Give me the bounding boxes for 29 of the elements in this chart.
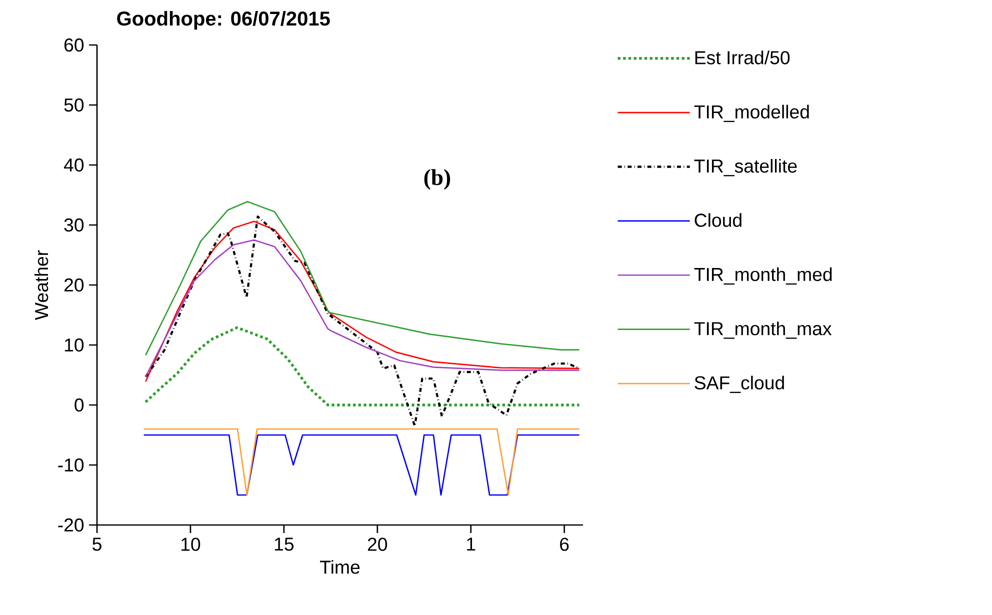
legend-label: SAF_cloud — [694, 376, 784, 393]
y-tick-label: 60 — [64, 38, 84, 52]
annotation: (b) — [424, 169, 450, 190]
x-tick-label: 6 — [560, 538, 569, 551]
line-series — [144, 216, 580, 428]
line-series — [144, 200, 580, 356]
y-tick-label: 50 — [64, 98, 84, 112]
legend-label: TIR_month_max — [694, 322, 832, 339]
legend-label: Est Irrad/50 — [695, 50, 790, 64]
legend-label: TIR_month_med — [694, 267, 832, 285]
y-tick-label: 20 — [64, 278, 84, 292]
x-tick-label: 15 — [274, 538, 294, 551]
x-tick-label: 20 — [368, 538, 388, 551]
x-tick-label: 1 — [467, 538, 476, 551]
legend-label: TIR_satellite — [694, 158, 797, 176]
line-series — [144, 326, 581, 406]
y-tick-label: -20 — [58, 518, 84, 532]
y-tick-label: 0 — [74, 398, 84, 412]
y-tick-label: 30 — [64, 218, 84, 232]
y-tick-label: 40 — [64, 158, 84, 172]
legend-label: Cloud — [694, 213, 742, 227]
legend-label: TIR_modelled — [694, 104, 809, 122]
x-tick-label: 10 — [182, 538, 200, 551]
x-axis-title: Time — [320, 560, 360, 574]
y-tick-label: 10 — [64, 338, 84, 352]
y-axis-title: Weather — [34, 250, 48, 320]
x-tick-label: 5 — [92, 538, 102, 551]
y-tick-label: -10 — [58, 458, 84, 472]
chart-title: Goodhope: 06/07/2015 — [117, 10, 330, 30]
